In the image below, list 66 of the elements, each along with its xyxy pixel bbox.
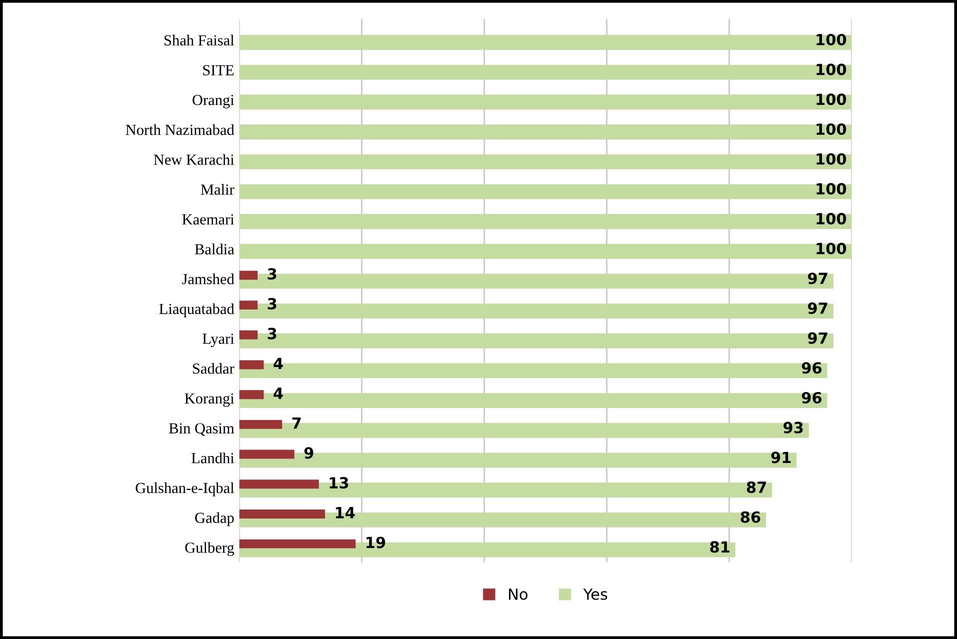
data-label: 19 xyxy=(366,536,386,548)
data-label: 100 xyxy=(816,153,846,165)
bar xyxy=(239,270,258,280)
y-tick-label: Korangi xyxy=(184,393,234,407)
data-label: 100 xyxy=(816,123,846,135)
data-label: 3 xyxy=(268,328,276,340)
y-tick-label: Gulberg xyxy=(185,542,234,556)
y-tick-label: Bin Qasim xyxy=(169,423,234,436)
data-label: 100 xyxy=(816,212,846,224)
data-label: 86 xyxy=(740,511,760,523)
data-label: 100 xyxy=(816,64,846,76)
y-tick-label: Malir xyxy=(200,184,234,195)
data-label: 14 xyxy=(336,507,355,518)
legend-label: Yes xyxy=(583,588,608,600)
bar xyxy=(239,450,294,459)
data-label: 4 xyxy=(274,388,283,399)
y-tick-label: North Nazimabad xyxy=(126,124,234,136)
y-tick-label: Lyari xyxy=(202,334,234,348)
y-tick-label: Gadap xyxy=(195,512,234,526)
bar xyxy=(239,539,356,548)
data-label: 4 xyxy=(274,358,283,369)
data-label: 100 xyxy=(816,183,846,195)
bar xyxy=(239,34,852,50)
bar xyxy=(239,124,852,140)
data-label: 96 xyxy=(802,362,822,374)
data-label: 91 xyxy=(771,452,791,464)
data-label: 100 xyxy=(816,34,846,46)
bar xyxy=(239,184,852,200)
data-label: 93 xyxy=(783,422,803,434)
y-tick-label: Liaquatabad xyxy=(159,303,234,318)
bar xyxy=(239,509,325,518)
bar xyxy=(239,244,852,259)
bar xyxy=(239,420,282,429)
data-label: 97 xyxy=(808,272,828,284)
data-label: 100 xyxy=(816,94,846,106)
y-tick-label: Kaemari xyxy=(182,214,234,225)
y-tick-label: Saddar xyxy=(192,363,234,374)
data-label: 3 xyxy=(268,268,276,280)
bar xyxy=(239,300,258,310)
legend-label: No xyxy=(508,588,528,600)
data-label: 9 xyxy=(304,447,314,459)
y-tick-label: SITE xyxy=(203,65,234,76)
bar xyxy=(239,390,264,400)
y-tick-label: Orangi xyxy=(192,94,234,108)
data-label: 96 xyxy=(802,392,822,404)
y-tick-label: Shah Faisal xyxy=(164,34,234,46)
y-tick-label: Baldia xyxy=(194,244,234,254)
y-tick-label: Gulshan-e-Iqbal xyxy=(136,482,234,496)
data-label: 7 xyxy=(292,418,301,429)
bar xyxy=(239,330,258,340)
data-label: 3 xyxy=(268,298,276,310)
data-label: 97 xyxy=(808,332,828,344)
data-label: 13 xyxy=(330,477,348,489)
bar xyxy=(239,360,264,370)
bar xyxy=(239,64,852,80)
data-label: 97 xyxy=(808,302,828,314)
data-label: 100 xyxy=(816,242,846,254)
y-tick-label: Jamshed xyxy=(182,274,234,284)
y-tick-label: Landhi xyxy=(192,452,234,464)
y-tick-label: New Karachi xyxy=(154,154,234,165)
bar xyxy=(239,94,852,110)
data-label: 81 xyxy=(710,541,730,553)
data-label: 87 xyxy=(746,481,766,494)
bar xyxy=(239,480,319,489)
bar xyxy=(239,154,852,170)
bar xyxy=(239,214,852,229)
